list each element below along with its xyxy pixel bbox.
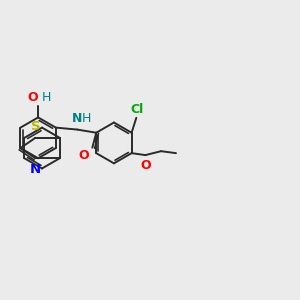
- Text: O: O: [79, 149, 89, 162]
- Text: O: O: [140, 159, 151, 172]
- Text: N: N: [72, 112, 82, 125]
- Text: H: H: [42, 91, 51, 104]
- Text: O: O: [27, 91, 38, 104]
- Text: S: S: [31, 120, 40, 133]
- Text: H: H: [81, 112, 91, 125]
- Text: Cl: Cl: [130, 103, 143, 116]
- Text: N: N: [30, 163, 41, 176]
